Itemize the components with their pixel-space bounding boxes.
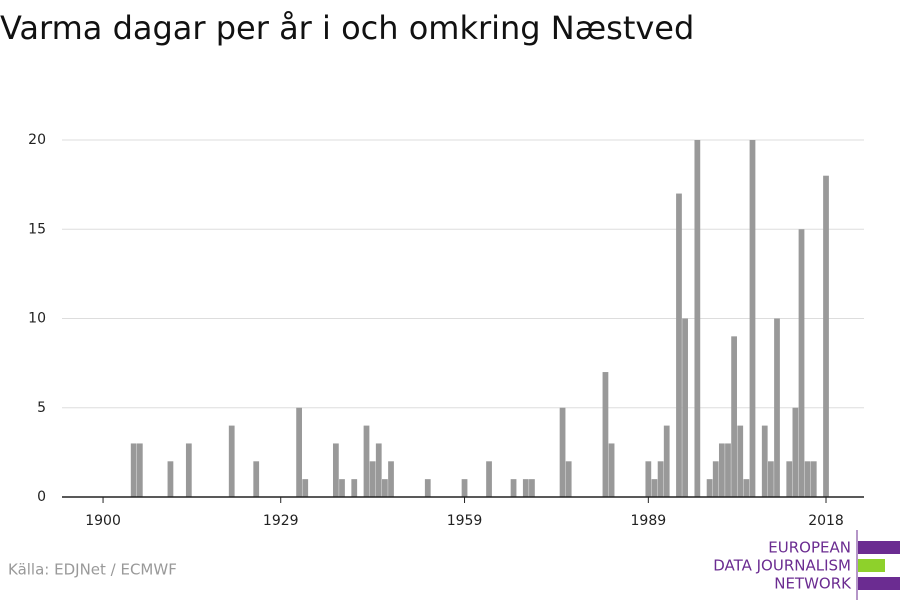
x-tick-label: 1900 <box>85 513 121 529</box>
bar <box>737 425 744 497</box>
x-tick-label: 1959 <box>447 513 483 529</box>
bar <box>382 479 388 497</box>
bar <box>339 479 345 497</box>
bar <box>167 461 174 497</box>
bar <box>302 479 309 497</box>
bar <box>510 479 517 497</box>
y-tick-label: 5 <box>37 400 46 416</box>
bar <box>663 425 670 497</box>
bar <box>228 425 235 497</box>
bar <box>651 479 658 497</box>
bar <box>761 425 768 497</box>
bar <box>712 461 719 497</box>
bar <box>559 407 566 497</box>
bar <box>804 461 811 497</box>
bar <box>529 479 535 497</box>
source: Källa: EDJNet / ECMWF <box>8 561 177 579</box>
bar <box>522 479 529 497</box>
bar <box>424 479 431 497</box>
bar <box>645 461 652 497</box>
logo-text: NETWORK <box>774 575 852 593</box>
bar <box>682 318 688 497</box>
bar <box>486 461 492 497</box>
bar <box>810 461 817 497</box>
bar <box>725 443 731 497</box>
bar <box>296 407 302 497</box>
logo-text: DATA JOURNALISM <box>713 557 851 575</box>
bar <box>332 443 339 497</box>
bar <box>363 425 370 497</box>
chart-title: Varma dagar per år i och omkring Næstved <box>0 9 694 47</box>
bar <box>461 479 468 497</box>
logo-bar <box>858 577 900 590</box>
bar <box>743 479 750 497</box>
bar <box>130 443 137 497</box>
bar <box>749 140 756 497</box>
y-tick-label: 0 <box>37 489 46 505</box>
bar <box>798 229 805 497</box>
bar <box>731 336 737 497</box>
logo-bar <box>858 541 900 554</box>
bar <box>185 443 192 497</box>
bar <box>706 479 713 497</box>
bar <box>253 461 260 497</box>
bar <box>792 407 799 497</box>
x-tick-label: 1929 <box>263 513 299 529</box>
bar <box>767 461 774 497</box>
bar <box>351 479 358 497</box>
bar <box>369 461 376 497</box>
bar <box>774 318 780 497</box>
y-tick-label: 10 <box>28 311 46 327</box>
logo-text: EUROPEAN <box>768 539 851 557</box>
bar <box>718 443 725 497</box>
bar <box>136 443 143 497</box>
bar <box>823 175 829 497</box>
x-tick-label: 2018 <box>808 513 844 529</box>
x-tick-label: 1989 <box>631 513 667 529</box>
bar <box>602 372 609 497</box>
logo-bar <box>858 559 885 572</box>
bar <box>786 461 793 497</box>
bar <box>694 140 701 497</box>
y-tick-label: 15 <box>28 221 46 237</box>
bar <box>388 461 394 497</box>
bar <box>657 461 664 497</box>
bar <box>565 461 572 497</box>
bar <box>676 193 682 498</box>
bar <box>375 443 382 497</box>
logo: EUROPEAN DATA JOURNALISM NETWORK <box>713 530 900 600</box>
y-tick-label: 20 <box>28 132 46 148</box>
bar <box>608 443 615 497</box>
